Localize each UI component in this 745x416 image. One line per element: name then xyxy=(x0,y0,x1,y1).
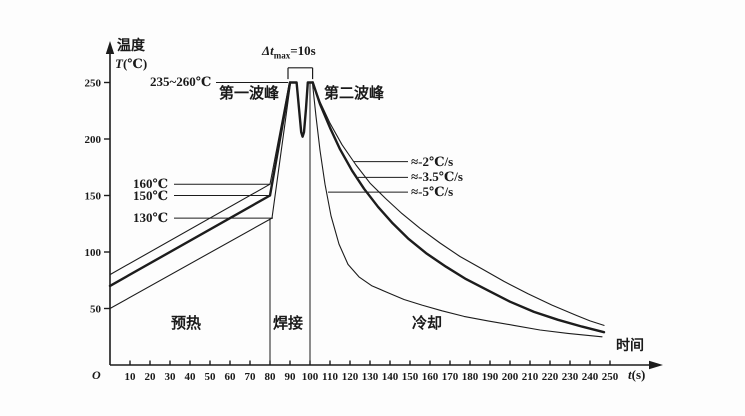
x-tick-label: 100 xyxy=(302,371,319,383)
y-axis-title: 温度 xyxy=(117,39,145,54)
x-tick-label: 120 xyxy=(342,371,359,383)
curve-cooling xyxy=(311,81,603,338)
x-tick-label: 240 xyxy=(582,371,599,383)
first-peak-label: 第一波峰 xyxy=(219,86,280,102)
x-tick-label: 20 xyxy=(145,371,157,383)
x-tick-label: 110 xyxy=(322,371,338,383)
y-tick-label: 250 xyxy=(85,78,102,90)
x-tick-label: 150 xyxy=(402,371,419,383)
x-tick-label: 170 xyxy=(442,371,459,383)
x-axis-arrow xyxy=(649,360,663,370)
preheat-temp-130: 130℃ xyxy=(133,210,169,225)
x-tick-label: 60 xyxy=(225,371,237,383)
x-tick-label: 180 xyxy=(462,371,479,383)
zone-preheat-label: 预热 xyxy=(171,316,202,332)
x-tick-label: 70 xyxy=(245,371,257,383)
curve-preheat-lower xyxy=(109,81,292,310)
x-tick-label: 80 xyxy=(265,371,277,383)
y-axis-symbol: T(℃) xyxy=(115,56,148,71)
curve-cooling xyxy=(312,81,605,326)
x-tick-label: 90 xyxy=(285,371,297,383)
x-tick-label: 200 xyxy=(502,371,519,383)
origin-label: O xyxy=(92,368,101,382)
x-tick-label: 50 xyxy=(205,371,217,383)
x-tick-label: 190 xyxy=(482,371,499,383)
dt-max-label: Δtmax=10s xyxy=(262,43,316,61)
x-axis-title: 时间 xyxy=(616,339,644,354)
x-tick-label: 30 xyxy=(165,371,177,383)
x-tick-label: 40 xyxy=(185,371,197,383)
y-axis-arrow xyxy=(105,41,115,54)
preheat-temp-160: 160℃ xyxy=(133,176,169,191)
x-tick-label: 10 xyxy=(125,371,137,383)
y-tick-label: 200 xyxy=(85,134,102,146)
cooling-rate-3-5: ≈-3.5℃/s xyxy=(411,169,463,184)
y-tick-label: 150 xyxy=(85,191,102,203)
x-tick-label: 160 xyxy=(422,371,439,383)
cooling-rate-2: ≈-2℃/s xyxy=(411,154,454,169)
x-tick-label: 230 xyxy=(562,371,579,383)
x-tick-label: 250 xyxy=(602,371,619,383)
y-tick-label: 50 xyxy=(90,304,102,316)
curve-solder-peaks xyxy=(288,81,314,138)
zone-cooling-label: 冷却 xyxy=(412,316,443,332)
x-tick-label: 220 xyxy=(542,371,559,383)
x-tick-label: 140 xyxy=(382,371,399,383)
y-tick-label: 100 xyxy=(85,247,102,259)
peak-range-label: 235~260℃ xyxy=(150,74,212,89)
curve-preheat-main xyxy=(108,81,292,288)
second-peak-label: 第二波峰 xyxy=(324,86,385,102)
curve-cooling xyxy=(311,81,606,334)
x-tick-label: 210 xyxy=(522,371,539,383)
zone-solder-label: 焊接 xyxy=(273,316,304,332)
cooling-rate-5: ≈-5℃/s xyxy=(411,184,454,199)
x-axis-symbol: t(s) xyxy=(628,367,646,382)
preheat-temp-150: 150℃ xyxy=(133,188,169,203)
x-tick-label: 130 xyxy=(362,371,379,383)
